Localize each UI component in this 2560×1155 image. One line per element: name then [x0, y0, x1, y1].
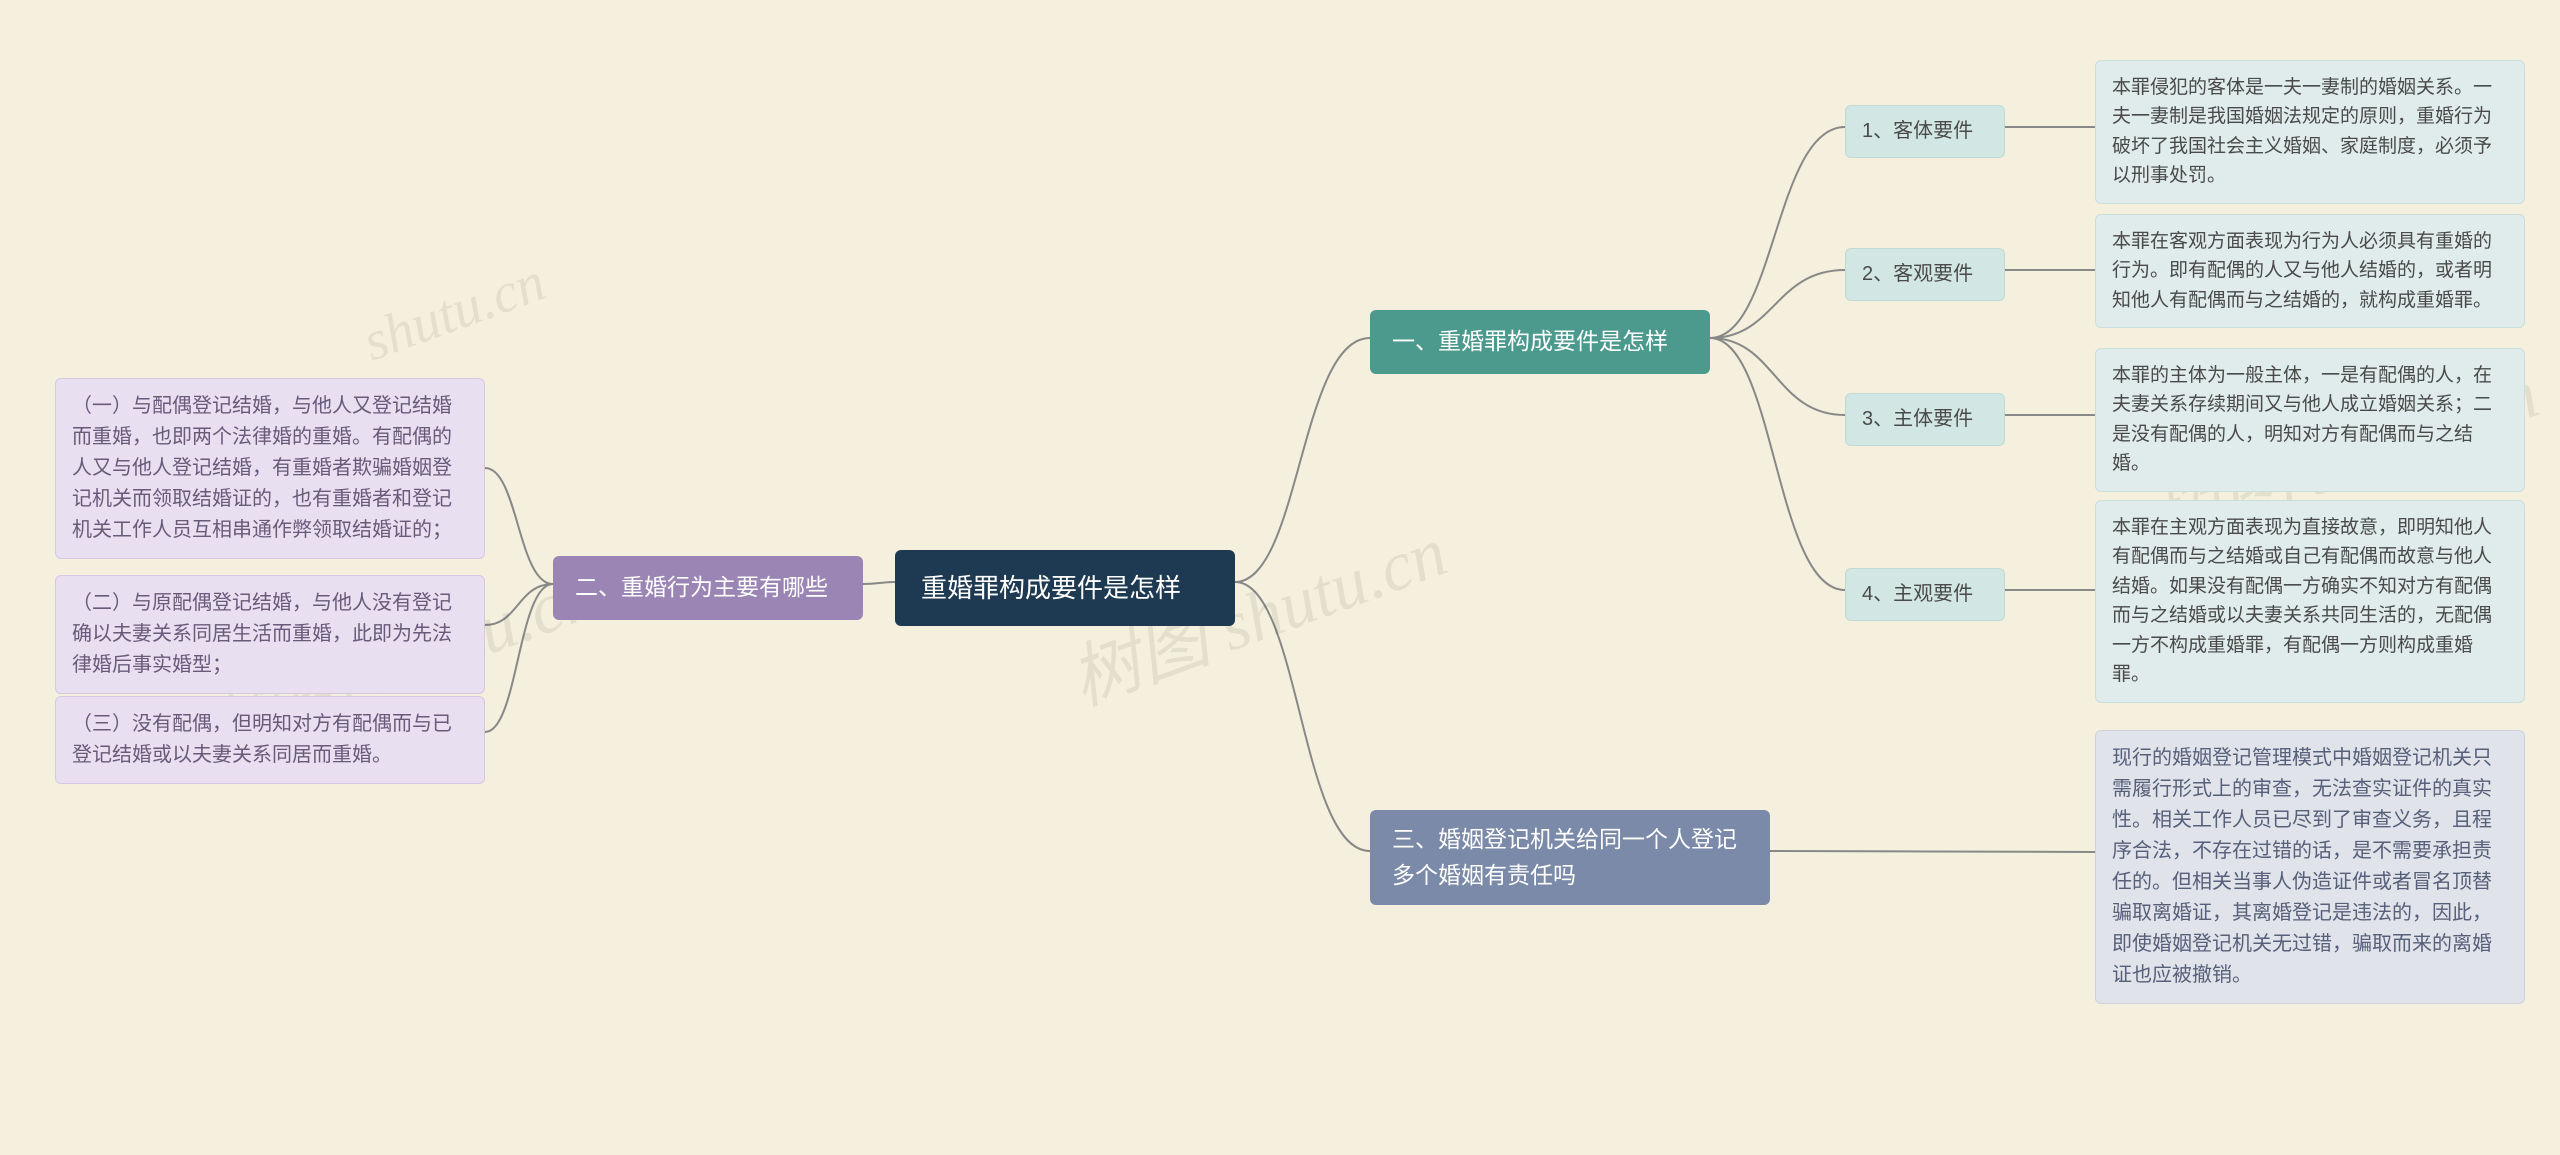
- root-node: 重婚罪构成要件是怎样: [895, 550, 1235, 626]
- branch-1-sub-1: 2、客观要件: [1845, 248, 2005, 301]
- branch-1-sub-2: 3、主体要件: [1845, 393, 2005, 446]
- sub-label: 3、主体要件: [1862, 404, 1973, 435]
- leaf-text: 现行的婚姻登记管理模式中婚姻登记机关只需履行形式上的审查，无法查实证件的真实性。…: [2112, 743, 2508, 991]
- branch-1-leaf-1: 本罪在客观方面表现为行为人必须具有重婚的行为。即有配偶的人又与他人结婚的，或者明…: [2095, 214, 2525, 328]
- leaf-text: 本罪在客观方面表现为行为人必须具有重婚的行为。即有配偶的人又与他人结婚的，或者明…: [2112, 227, 2508, 315]
- branch-2: 二、重婚行为主要有哪些: [553, 556, 863, 620]
- branch-1: 一、重婚罪构成要件是怎样: [1370, 310, 1710, 374]
- branch-3-leaf: 现行的婚姻登记管理模式中婚姻登记机关只需履行形式上的审查，无法查实证件的真实性。…: [2095, 730, 2525, 1004]
- branch-1-leaf-3: 本罪在主观方面表现为直接故意，即明知他人有配偶而与之结婚或自己有配偶而故意与他人…: [2095, 500, 2525, 703]
- branch-2-sub-0: （一）与配偶登记结婚，与他人又登记结婚而重婚，也即两个法律婚的重婚。有配偶的人又…: [55, 378, 485, 559]
- branch-2-label: 二、重婚行为主要有哪些: [575, 570, 828, 606]
- branch-3-label: 三、婚姻登记机关给同一个人登记多个婚姻有责任吗: [1392, 822, 1748, 893]
- branch-1-sub-0: 1、客体要件: [1845, 105, 2005, 158]
- branch-1-sub-3: 4、主观要件: [1845, 568, 2005, 621]
- sub-text: （三）没有配偶，但明知对方有配偶而与已登记结婚或以夫妻关系同居而重婚。: [72, 709, 468, 771]
- sub-label: 2、客观要件: [1862, 259, 1973, 290]
- branch-2-sub-2: （三）没有配偶，但明知对方有配偶而与已登记结婚或以夫妻关系同居而重婚。: [55, 696, 485, 784]
- root-label: 重婚罪构成要件是怎样: [921, 568, 1181, 608]
- sub-text: （二）与原配偶登记结婚，与他人没有登记确以夫妻关系同居生活而重婚，此即为先法律婚…: [72, 588, 468, 681]
- sub-label: 1、客体要件: [1862, 116, 1973, 147]
- sub-label: 4、主观要件: [1862, 579, 1973, 610]
- branch-3: 三、婚姻登记机关给同一个人登记多个婚姻有责任吗: [1370, 810, 1770, 905]
- branch-1-leaf-2: 本罪的主体为一般主体，一是有配偶的人，在夫妻关系存续期间又与他人成立婚姻关系；二…: [2095, 348, 2525, 492]
- branch-1-label: 一、重婚罪构成要件是怎样: [1392, 324, 1668, 360]
- watermark: shutu.cn: [355, 250, 554, 375]
- leaf-text: 本罪的主体为一般主体，一是有配偶的人，在夫妻关系存续期间又与他人成立婚姻关系；二…: [2112, 361, 2508, 479]
- sub-text: （一）与配偶登记结婚，与他人又登记结婚而重婚，也即两个法律婚的重婚。有配偶的人又…: [72, 391, 468, 546]
- leaf-text: 本罪侵犯的客体是一夫一妻制的婚姻关系。一夫一妻制是我国婚姻法规定的原则，重婚行为…: [2112, 73, 2508, 191]
- branch-2-sub-1: （二）与原配偶登记结婚，与他人没有登记确以夫妻关系同居生活而重婚，此即为先法律婚…: [55, 575, 485, 694]
- leaf-text: 本罪在主观方面表现为直接故意，即明知他人有配偶而与之结婚或自己有配偶而故意与他人…: [2112, 513, 2508, 690]
- branch-1-leaf-0: 本罪侵犯的客体是一夫一妻制的婚姻关系。一夫一妻制是我国婚姻法规定的原则，重婚行为…: [2095, 60, 2525, 204]
